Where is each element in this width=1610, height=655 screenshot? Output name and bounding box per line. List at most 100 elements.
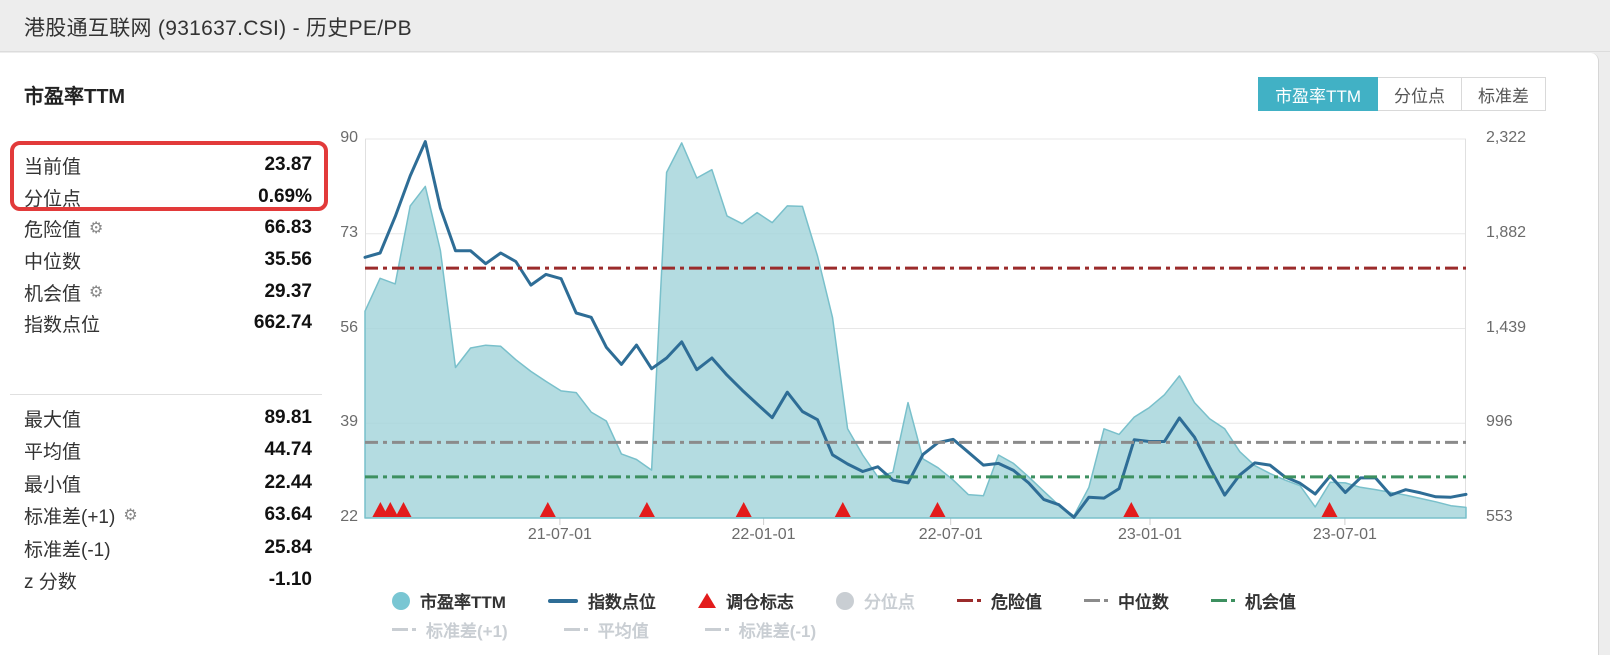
stat-row-std-plus: 标准差(+1) ⚙ 63.64 xyxy=(24,499,312,531)
x-axis-label: 23-07-01 xyxy=(1312,526,1377,543)
stat-row-index-point: 指数点位 662.74 xyxy=(24,307,312,339)
tab-percentile[interactable]: 分位点 xyxy=(1378,77,1462,111)
legend-label: 分位点 xyxy=(863,593,915,612)
stat-row-danger: 危险值 ⚙ 66.83 xyxy=(24,212,312,244)
stat-label: 指数点位 xyxy=(24,314,101,336)
x-axis-label: 22-01-01 xyxy=(731,526,796,543)
dashline-marker-icon xyxy=(704,628,729,631)
y-axis-left-tick: 90 xyxy=(340,129,358,146)
stat-label: z 分数 xyxy=(24,571,77,593)
title-bar: 港股通互联网 (931637.CSI) - 历史PE/PB xyxy=(0,0,1610,52)
circle-marker-icon xyxy=(392,591,410,610)
y-axis-right: 2,322 1,882 1,439 996 553 xyxy=(1486,129,1556,525)
stat-label: 最小值 xyxy=(24,474,82,496)
y-axis-right-tick: 996 xyxy=(1486,413,1513,431)
stat-value: 23.87 xyxy=(264,154,312,175)
section-title: 市盈率TTM xyxy=(24,86,126,108)
tab-percentile-label: 分位点 xyxy=(1394,86,1445,106)
dashline-marker-icon xyxy=(1083,599,1108,602)
y-axis-right-tick: 553 xyxy=(1486,508,1513,525)
tab-stddev[interactable]: 标准差 xyxy=(1462,77,1546,111)
legend-label: 调仓标志 xyxy=(725,593,794,612)
x-axis-label: 21-07-01 xyxy=(527,526,592,543)
legend-label: 标准差(-1) xyxy=(738,622,817,641)
stat-value: 22.44 xyxy=(264,472,312,493)
y-axis-left-tick: 22 xyxy=(340,508,358,525)
legend-item-dashline[interactable]: 标准差(+1) xyxy=(392,617,508,642)
legend-item-dashline[interactable]: 中位数 xyxy=(1083,588,1169,613)
pe-chart[interactable] xyxy=(363,138,1468,525)
legend-item-line[interactable]: 指数点位 xyxy=(547,588,656,613)
y-axis-right-tick: 1,882 xyxy=(1486,223,1527,241)
stat-value: 35.56 xyxy=(264,249,312,270)
stat-row-min: 最小值 22.44 xyxy=(24,467,312,499)
stat-value: 66.83 xyxy=(264,217,312,238)
legend-item-dashline[interactable]: 危险值 xyxy=(956,588,1042,613)
legend-label: 指数点位 xyxy=(587,593,656,612)
stat-label: 平均值 xyxy=(24,441,82,463)
stat-label: 标准差(-1) xyxy=(24,539,111,561)
y-axis-right-tick: 2,322 xyxy=(1486,129,1527,146)
dashline-marker-icon xyxy=(563,628,588,631)
stat-row-median: 中位数 35.56 xyxy=(24,244,312,276)
stat-label: 最大值 xyxy=(24,409,82,431)
tab-group: 市盈率TTM 分位点 标准差 xyxy=(1258,77,1546,111)
legend-item-triangle[interactable]: 调仓标志 xyxy=(697,588,794,613)
stat-label: 机会值 xyxy=(24,283,82,305)
stat-row-opportunity: 机会值 ⚙ 29.37 xyxy=(24,276,312,308)
stat-label: 中位数 xyxy=(24,251,82,273)
stat-label: 标准差(+1) xyxy=(24,506,116,528)
stat-value: 44.74 xyxy=(264,439,312,460)
line-marker-icon xyxy=(547,598,578,603)
y-axis-left-tick: 73 xyxy=(340,223,358,241)
tab-pe-ttm[interactable]: 市盈率TTM xyxy=(1258,77,1378,111)
tab-stddev-label: 标准差 xyxy=(1478,86,1529,106)
circle-marker-icon xyxy=(835,591,854,610)
stat-row-mean: 平均值 44.74 xyxy=(24,434,312,466)
legend-label: 平均值 xyxy=(597,622,649,641)
stats-divider xyxy=(10,394,322,395)
stat-row-max: 最大值 89.81 xyxy=(24,402,312,434)
gear-icon[interactable]: ⚙ xyxy=(89,284,104,301)
legend-row-2: 标准差(+1) 平均值 标准差(-1) xyxy=(392,617,816,642)
legend-row-1: 市盈率TTM 指数点位 调仓标志 分位点 危险值 中位数 机会值 xyxy=(392,588,1296,613)
gear-icon[interactable]: ⚙ xyxy=(89,220,104,237)
legend-label: 中位数 xyxy=(1117,593,1169,612)
stat-label: 危险值 xyxy=(24,219,82,241)
tab-pe-ttm-label: 市盈率TTM xyxy=(1275,86,1361,106)
dashline-marker-icon xyxy=(392,628,416,631)
legend-item-dashline[interactable]: 平均值 xyxy=(563,617,649,642)
window-title: 港股通互联网 (931637.CSI) - 历史PE/PB xyxy=(24,17,412,40)
dashline-marker-icon xyxy=(1210,599,1235,602)
y-axis-left-tick: 39 xyxy=(340,413,358,431)
legend-item-circle[interactable]: 市盈率TTM xyxy=(392,588,506,613)
legend-item-circle[interactable]: 分位点 xyxy=(835,588,915,613)
stat-label: 分位点 xyxy=(24,188,82,210)
stat-value: 63.64 xyxy=(264,504,312,525)
y-axis-left: 90 73 56 39 22 xyxy=(300,129,358,525)
stat-value: 29.37 xyxy=(264,281,312,302)
stat-row-percentile: 分位点 0.69% xyxy=(24,181,312,213)
triangle-marker-icon xyxy=(697,593,716,608)
pe-chart-svg xyxy=(363,138,1468,525)
x-axis-label: 23-01-01 xyxy=(1117,526,1183,543)
dashline-marker-icon xyxy=(956,599,981,602)
legend-item-dashline[interactable]: 标准差(-1) xyxy=(704,617,817,642)
stat-row-zscore: z 分数 -1.10 xyxy=(24,564,312,596)
y-axis-right-tick: 1,439 xyxy=(1486,318,1527,336)
stat-value: 89.81 xyxy=(264,407,312,428)
gear-icon[interactable]: ⚙ xyxy=(123,507,138,524)
legend-item-dashline[interactable]: 机会值 xyxy=(1210,588,1296,613)
stat-value: 0.69% xyxy=(258,186,312,207)
stat-value: 25.84 xyxy=(264,537,312,558)
legend-label: 危险值 xyxy=(990,593,1042,612)
legend-label: 市盈率TTM xyxy=(420,593,506,612)
x-axis: 21-07-01 22-01-01 22-07-01 23-01-01 23-0… xyxy=(365,526,1466,550)
stat-value: -1.10 xyxy=(268,569,312,590)
y-axis-left-tick: 56 xyxy=(340,318,358,336)
legend-label: 机会值 xyxy=(1244,593,1296,612)
stat-row-std-minus: 标准差(-1) 25.84 xyxy=(24,532,312,564)
legend-label: 标准差(+1) xyxy=(426,622,508,641)
stat-label: 当前值 xyxy=(24,156,82,178)
